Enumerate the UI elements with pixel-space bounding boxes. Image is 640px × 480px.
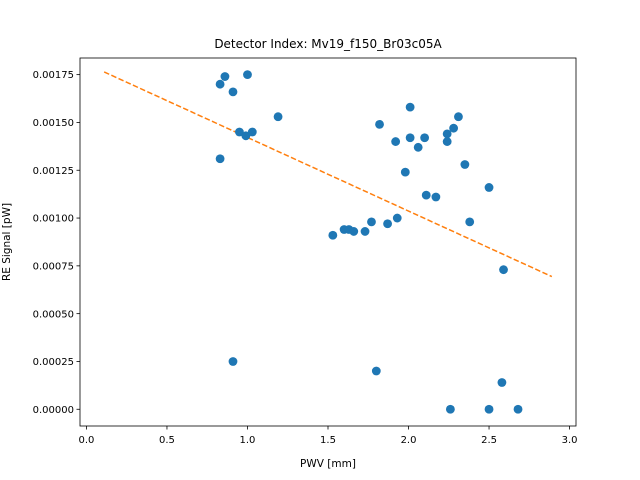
x-tick-label: 3.0	[562, 435, 578, 446]
data-point	[367, 217, 376, 227]
x-tick-label: 1.0	[240, 435, 256, 446]
fit-line-layer	[103, 71, 553, 278]
y-tick-label: 0.00050	[33, 309, 74, 320]
x-tick-label: 2.0	[401, 435, 417, 446]
y-tick-label: 0.00025	[33, 357, 74, 368]
fit-line	[103, 71, 553, 278]
y-axis-label: RE Signal [pW]	[1, 203, 13, 281]
data-point	[442, 129, 452, 139]
data-point	[449, 123, 459, 133]
data-point	[465, 217, 475, 227]
y-tick-label: 0.00075	[33, 261, 74, 272]
data-point	[400, 167, 410, 177]
data-point	[215, 154, 225, 164]
plot-area	[103, 70, 553, 414]
chart-title: Detector Index: Mv19_f150_Br03c05A	[214, 37, 442, 51]
data-point	[235, 127, 244, 137]
data-point	[484, 183, 494, 192]
data-point	[391, 137, 401, 146]
data-point	[405, 102, 415, 112]
data-point	[228, 87, 238, 97]
data-point	[241, 131, 251, 141]
data-point	[497, 378, 507, 387]
data-point	[375, 119, 384, 129]
data-point	[328, 230, 338, 240]
data-point	[371, 366, 381, 376]
x-tick-label: 0.0	[78, 435, 94, 446]
data-point	[228, 357, 238, 366]
x-axis-ticks: 0.0 0.5 1.0 1.5 2.0 2.5 3.0	[78, 426, 578, 446]
data-points-layer	[215, 70, 523, 414]
data-point	[513, 404, 523, 414]
data-point	[247, 127, 257, 137]
data-point	[445, 404, 455, 414]
x-axis-label: PWV [mm]	[300, 458, 356, 470]
data-point	[392, 213, 402, 223]
data-point	[413, 142, 423, 152]
data-point	[349, 227, 359, 236]
data-point	[431, 192, 441, 202]
data-point	[454, 112, 463, 122]
data-point	[360, 227, 370, 236]
data-point	[243, 70, 252, 80]
data-point	[220, 72, 230, 81]
data-point	[215, 79, 225, 89]
axes-frame	[79, 57, 577, 427]
x-tick-label: 0.5	[159, 435, 175, 446]
y-tick-label: 0.00100	[33, 214, 74, 225]
data-point	[499, 265, 508, 275]
data-point	[442, 137, 452, 146]
y-axis-ticks: 0.00000 0.00025 0.00050 0.00075 0.00100 0.001…	[33, 70, 80, 416]
data-point	[420, 133, 430, 143]
y-tick-label: 0.00125	[33, 166, 74, 177]
data-point	[421, 190, 431, 200]
y-tick-label: 0.00150	[33, 118, 74, 129]
data-point	[273, 112, 283, 122]
data-point	[405, 133, 415, 143]
data-point	[484, 404, 494, 414]
x-tick-label: 1.5	[320, 435, 336, 446]
data-point	[383, 219, 392, 229]
y-tick-label: 0.00000	[33, 405, 74, 416]
data-point	[460, 160, 470, 169]
y-tick-label: 0.00175	[33, 70, 74, 81]
x-tick-label: 2.5	[481, 435, 497, 446]
